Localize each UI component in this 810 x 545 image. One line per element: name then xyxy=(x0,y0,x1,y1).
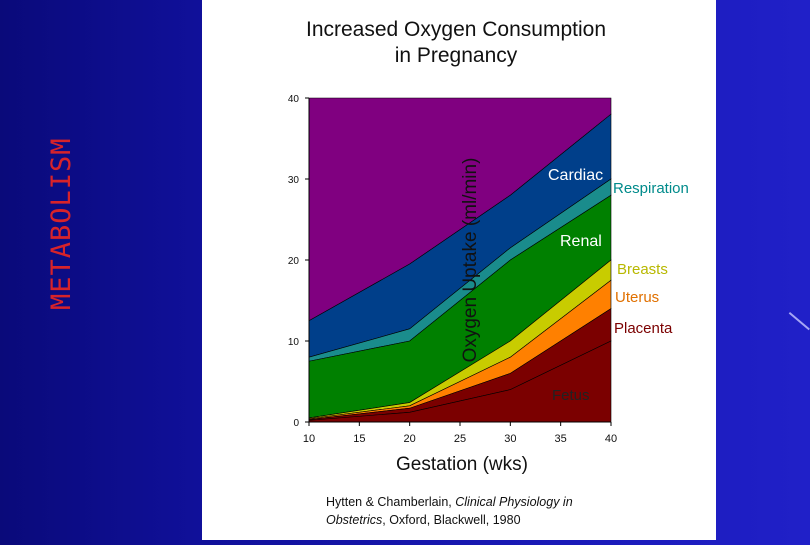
decorative-line xyxy=(788,312,810,331)
citation-book-title-1: Clinical Physiology in xyxy=(455,495,572,509)
y-axis-label: Oxygen Uptake (ml/min) xyxy=(460,158,481,363)
x-tick-label: 35 xyxy=(555,433,567,445)
y-tick-label: 0 xyxy=(293,418,299,429)
label-renal: Renal xyxy=(560,233,602,250)
label-fetus: Fetus xyxy=(552,387,590,404)
citation-line2: Obstetrics, Oxford, Blackwell, 1980 xyxy=(326,513,521,527)
series-labels: Cardiac Respiration Renal Breasts Uterus… xyxy=(548,167,689,404)
x-tick-label: 10 xyxy=(303,433,315,445)
x-tick-label: 25 xyxy=(454,433,466,445)
citation-line1: Hytten & Chamberlain, Clinical Physiolog… xyxy=(326,495,573,509)
chart-panel: Increased Oxygen Consumption in Pregnanc… xyxy=(202,0,716,540)
label-placenta: Placenta xyxy=(614,320,673,337)
x-tick-label: 40 xyxy=(605,433,617,445)
area-layers xyxy=(308,97,612,423)
chart-title-line1: Increased Oxygen Consumption xyxy=(306,18,606,41)
y-tick-label: 30 xyxy=(288,175,300,186)
citation-book-title-2: Obstetrics xyxy=(326,513,382,527)
y-tick-label: 40 xyxy=(288,94,300,105)
x-ticks: 10 15 20 25 30 35 40 xyxy=(303,422,617,445)
y-tick-label: 10 xyxy=(288,337,300,348)
x-tick-label: 30 xyxy=(504,433,516,445)
y-ticks: 0 10 20 30 40 xyxy=(288,94,309,429)
x-tick-label: 15 xyxy=(353,433,365,445)
citation-publisher: , Oxford, Blackwell, 1980 xyxy=(382,513,520,527)
citation-authors: Hytten & Chamberlain, xyxy=(326,495,455,509)
y-tick-label: 20 xyxy=(288,256,300,267)
label-respiration: Respiration xyxy=(613,180,689,197)
x-axis-label: Gestation (wks) xyxy=(396,454,528,475)
label-uterus: Uterus xyxy=(615,289,659,306)
side-title: METABOLISM xyxy=(46,137,77,310)
label-breasts: Breasts xyxy=(617,261,668,278)
chart-title-line2: in Pregnancy xyxy=(395,44,518,67)
x-tick-label: 20 xyxy=(404,433,416,445)
label-cardiac: Cardiac xyxy=(548,167,603,184)
chart-svg: Increased Oxygen Consumption in Pregnanc… xyxy=(288,18,689,527)
